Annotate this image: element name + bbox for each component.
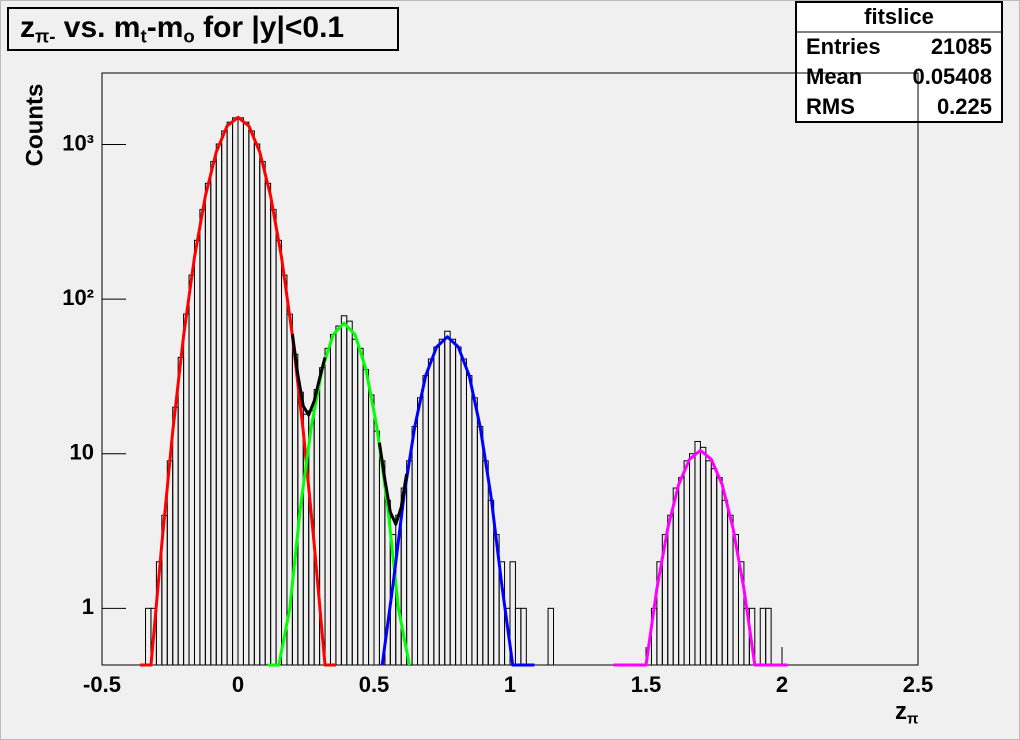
x-tick-label: 1 xyxy=(504,672,516,697)
y-tick-label: 1 xyxy=(82,594,94,619)
stats-value: 0.05408 xyxy=(912,64,992,89)
chart-title: zπ- vs. mt-mo for |y|<0.1 xyxy=(20,11,344,46)
subscript: π xyxy=(907,712,918,728)
text-part: z xyxy=(20,11,35,44)
fit-curve xyxy=(140,115,336,667)
subscript: t xyxy=(141,25,147,46)
text-part: for |y|<0.1 xyxy=(195,11,344,44)
y-tick-label: 10 xyxy=(70,440,94,465)
stats-value: 21085 xyxy=(931,34,992,59)
fit-curve xyxy=(613,448,788,667)
y-axis-label: Counts xyxy=(21,84,48,167)
stats-label: Mean xyxy=(806,64,862,89)
title-box xyxy=(7,7,399,51)
fit-curve xyxy=(380,335,535,667)
y-tick-label: 10² xyxy=(62,285,94,310)
stats-label: Entries xyxy=(806,34,881,59)
x-tick-label: 0.5 xyxy=(359,672,390,697)
text-part: vs. m xyxy=(55,11,140,44)
histogram-bin xyxy=(547,607,555,666)
stats-label: RMS xyxy=(806,94,855,119)
fit-curve xyxy=(290,333,409,526)
text-part: -m xyxy=(147,11,184,44)
y-tick-label: 10³ xyxy=(62,130,94,155)
x-axis-label: zπ xyxy=(895,698,918,727)
subscript: o xyxy=(183,25,194,46)
x-tick-label: 2 xyxy=(776,672,788,697)
x-tick-label: 2.5 xyxy=(903,672,934,697)
stats-value: 0.225 xyxy=(937,94,992,119)
stats-box xyxy=(795,1,1003,123)
x-tick-label: -0.5 xyxy=(83,672,121,697)
x-tick-label: 0 xyxy=(232,672,244,697)
text-part: z xyxy=(895,698,907,725)
stats-title: fitslice xyxy=(864,4,934,29)
subscript: π- xyxy=(35,25,55,46)
x-tick-label: 1.5 xyxy=(631,672,662,697)
